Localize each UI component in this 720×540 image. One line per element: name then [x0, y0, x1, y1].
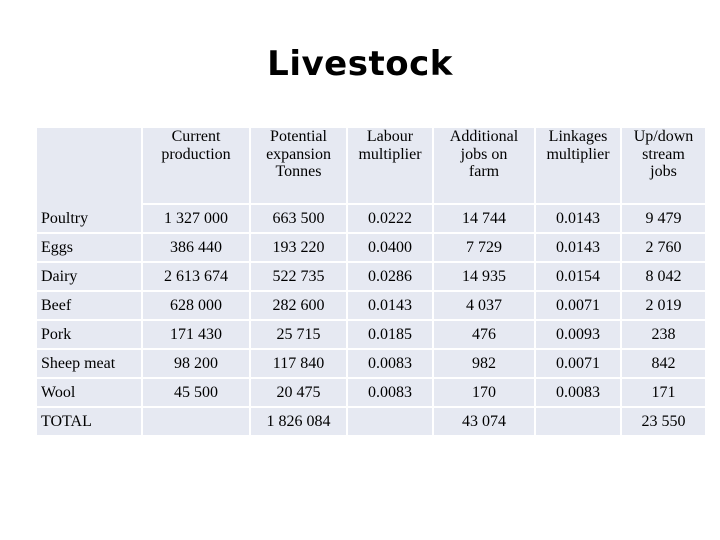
total-updown: 23 550: [622, 408, 705, 435]
cell-potential: 522 735: [251, 263, 346, 290]
total-additional: 43 074: [434, 408, 534, 435]
cell-potential: 282 600: [251, 292, 346, 319]
row-label: Beef: [37, 292, 141, 319]
column-header-current: Current production: [143, 128, 249, 204]
cell-updown: 2 019: [622, 292, 705, 319]
cell-labour: 0.0400: [348, 234, 432, 261]
cell-labour: 0.0083: [348, 350, 432, 377]
cell-additional: 14 744: [434, 205, 534, 232]
cell-linkages: 0.0071: [536, 350, 620, 377]
table-row: Wool 45 500 20 475 0.0083 170 0.0083 171: [37, 379, 705, 406]
livestock-table: Poultry Current production Potential exp…: [35, 126, 707, 437]
header-line: production: [161, 145, 231, 163]
cell-labour: 0.0143: [348, 292, 432, 319]
total-linkages: [536, 408, 620, 435]
cell-potential: 663 500: [251, 205, 346, 232]
row-label: Wool: [37, 379, 141, 406]
cell-linkages: 0.0154: [536, 263, 620, 290]
cell-updown: 842: [622, 350, 705, 377]
cell-updown: 8 042: [622, 263, 705, 290]
header-line: jobs: [650, 163, 677, 181]
cell-current: 171 430: [143, 321, 249, 348]
row-label: Pork: [37, 321, 141, 348]
header-line: Up/down: [633, 128, 694, 145]
column-header-labour: Labour multiplier: [348, 128, 432, 204]
cell-labour: 0.0286: [348, 263, 432, 290]
header-line: multiplier: [358, 145, 422, 163]
cell-current: 1 327 000: [143, 205, 249, 232]
cell-labour: 0.0083: [348, 379, 432, 406]
cell-current: 45 500: [143, 379, 249, 406]
header-line: farm: [468, 163, 500, 181]
cell-additional: 14 935: [434, 263, 534, 290]
table-row: Sheep meat 98 200 117 840 0.0083 982 0.0…: [37, 350, 705, 377]
column-header-additional: Additional jobs on farm: [434, 128, 534, 204]
total-current: [143, 408, 249, 435]
header-line: stream: [642, 145, 685, 163]
total-row: TOTAL 1 826 084 43 074 23 550: [37, 408, 705, 435]
cell-current: 628 000: [143, 292, 249, 319]
cell-additional: 4 037: [434, 292, 534, 319]
table-row: Beef 628 000 282 600 0.0143 4 037 0.0071…: [37, 292, 705, 319]
cell-current: 2 613 674: [143, 263, 249, 290]
cell-linkages: 0.0143: [536, 205, 620, 232]
header-line: Labour: [366, 128, 414, 145]
cell-updown: 238: [622, 321, 705, 348]
row-label-text: Poultry: [41, 210, 89, 228]
header-line: Current: [171, 128, 221, 145]
cell-labour: 0.0185: [348, 321, 432, 348]
total-label: TOTAL: [37, 408, 141, 435]
total-labour: [348, 408, 432, 435]
header-line: Tonnes: [275, 163, 322, 181]
table-row: Eggs 386 440 193 220 0.0400 7 729 0.0143…: [37, 234, 705, 261]
page-title: Livestock: [267, 44, 453, 84]
column-header-linkages: Linkages multiplier: [536, 128, 620, 204]
row-label: Poultry: [37, 128, 141, 232]
header-line: jobs on: [460, 145, 508, 163]
table-row: Dairy 2 613 674 522 735 0.0286 14 935 0.…: [37, 263, 705, 290]
cell-additional: 170: [434, 379, 534, 406]
header-line: Potential: [270, 128, 327, 145]
table-row: Pork 171 430 25 715 0.0185 476 0.0093 23…: [37, 321, 705, 348]
cell-current: 98 200: [143, 350, 249, 377]
header-line: expansion: [266, 145, 331, 163]
cell-linkages: 0.0093: [536, 321, 620, 348]
cell-potential: 25 715: [251, 321, 346, 348]
cell-potential: 117 840: [251, 350, 346, 377]
cell-linkages: 0.0143: [536, 234, 620, 261]
cell-additional: 476: [434, 321, 534, 348]
total-potential: 1 826 084: [251, 408, 346, 435]
row-label: Eggs: [37, 234, 141, 261]
header-line: Additional: [449, 128, 519, 145]
row-label: Dairy: [37, 263, 141, 290]
cell-linkages: 0.0083: [536, 379, 620, 406]
column-header-updown: Up/down stream jobs: [622, 128, 705, 204]
cell-additional: 982: [434, 350, 534, 377]
header-line: Linkages: [548, 128, 608, 145]
cell-updown: 2 760: [622, 234, 705, 261]
row-label: Sheep meat: [37, 350, 141, 377]
cell-current: 386 440: [143, 234, 249, 261]
table-row: 1 327 000 663 500 0.0222 14 744 0.0143 9…: [37, 205, 705, 232]
cell-labour: 0.0222: [348, 205, 432, 232]
cell-updown: 171: [622, 379, 705, 406]
column-header-potential: Potential expansion Tonnes: [251, 128, 346, 204]
header-line: multiplier: [546, 145, 610, 163]
cell-updown: 9 479: [622, 205, 705, 232]
cell-potential: 20 475: [251, 379, 346, 406]
cell-potential: 193 220: [251, 234, 346, 261]
cell-linkages: 0.0071: [536, 292, 620, 319]
table-header-row: Poultry Current production Potential exp…: [37, 128, 705, 232]
cell-additional: 7 729: [434, 234, 534, 261]
